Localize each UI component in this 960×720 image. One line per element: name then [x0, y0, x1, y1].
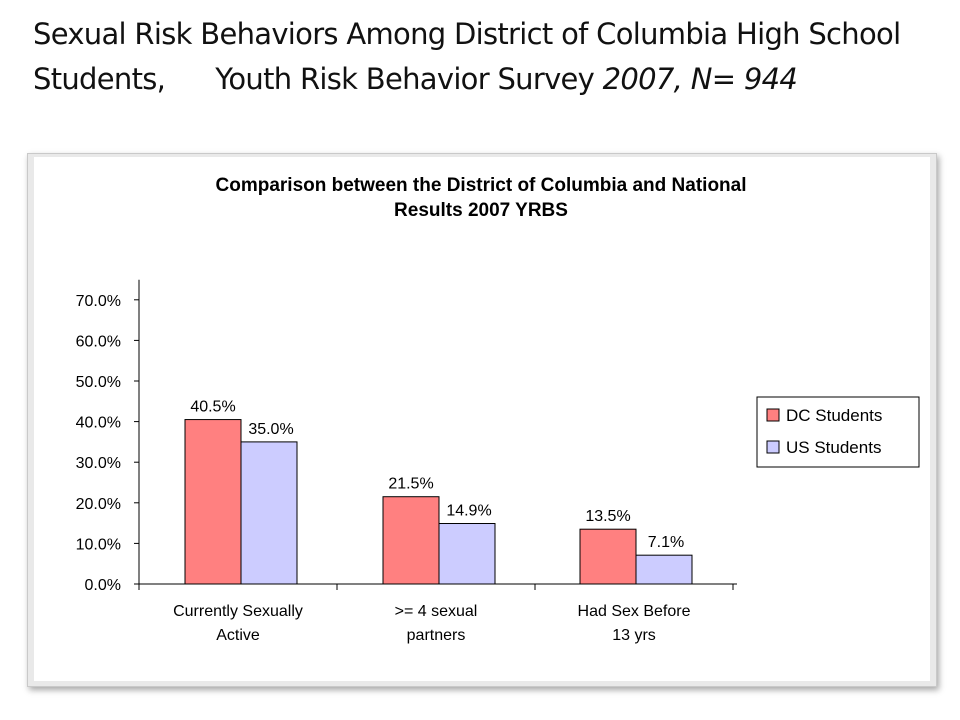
y-tick-label: 40.0% [76, 415, 121, 432]
data-label-us: 35.0% [248, 421, 293, 438]
bar-dc-students [382, 496, 440, 585]
slide-title-survey: Youth Risk Behavior Survey [215, 62, 595, 96]
bar-us-students [635, 554, 693, 585]
legend-label: DC Students [786, 406, 882, 425]
data-label-us: 14.9% [446, 503, 491, 520]
x-category-label: 13 yrs [612, 627, 656, 644]
legend-label: US Students [786, 438, 881, 457]
y-tick-label: 60.0% [76, 333, 121, 350]
legend-swatch-us [766, 440, 780, 454]
x-category-label: partners [407, 627, 466, 644]
x-category-label: Currently Sexually [173, 603, 303, 620]
legend-box [756, 396, 920, 468]
data-label-dc: 13.5% [585, 508, 630, 525]
bar-dc-students [184, 419, 242, 585]
y-tick-label: 30.0% [76, 455, 121, 472]
chart-title-line: Comparison between the District of Colum… [216, 175, 747, 196]
chart-panel: Comparison between the District of Colum… [34, 157, 930, 681]
bar-us-students [438, 523, 496, 585]
legend-swatch-dc [766, 408, 780, 422]
bar-dc-students [579, 528, 637, 585]
data-label-dc: 21.5% [388, 476, 433, 493]
chart-frame: Comparison between the District of Colum… [27, 153, 937, 687]
x-category-label: Had Sex Before [578, 603, 691, 620]
y-tick-label: 0.0% [85, 577, 121, 594]
x-category-label: >= 4 sexual [395, 603, 478, 620]
slide-title-year: 2007, N= 944 [602, 62, 798, 96]
chart-title-line: Results 2007 YRBS [394, 200, 568, 221]
y-tick-label: 70.0% [76, 293, 121, 310]
bar-us-students [240, 441, 298, 585]
y-tick-label: 20.0% [76, 496, 121, 513]
y-tick-label: 50.0% [76, 374, 121, 391]
bar-chart: Comparison between the District of Colum… [76, 175, 920, 644]
x-category-label: Active [216, 627, 260, 644]
data-label-dc: 40.5% [190, 399, 235, 416]
slide-title-text: Sexual Risk Behaviors Among District of … [33, 17, 901, 96]
y-tick-label: 10.0% [76, 536, 121, 553]
slide-title: Sexual Risk Behaviors Among District of … [33, 12, 933, 102]
data-label-us: 7.1% [648, 534, 684, 551]
